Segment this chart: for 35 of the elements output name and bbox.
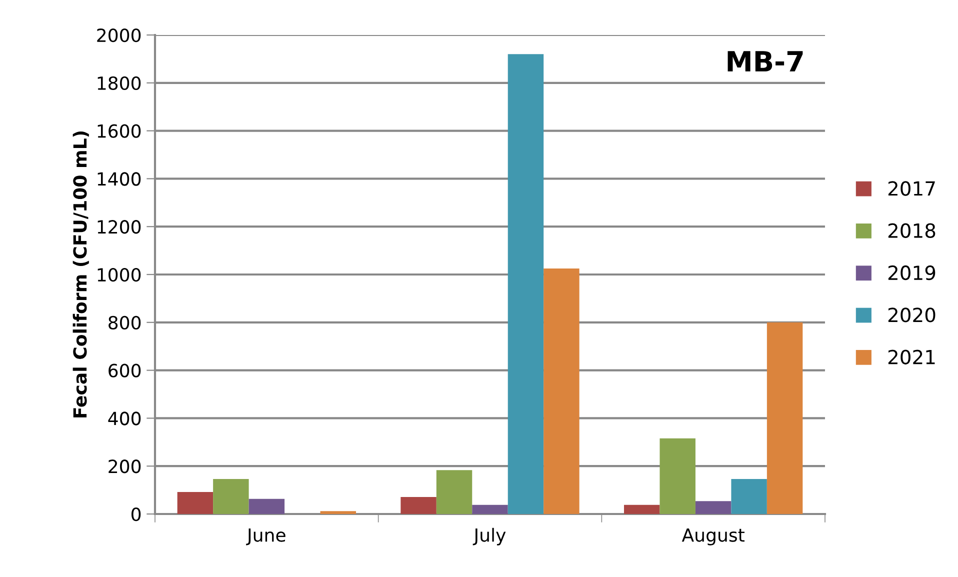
x-tick-label: June	[246, 528, 286, 546]
bar	[544, 268, 580, 514]
y-tick-label: 800	[108, 316, 141, 330]
y-tick-label: 1400	[98, 172, 141, 186]
bar	[177, 492, 214, 514]
bar	[660, 438, 696, 514]
y-tick-label: 1200	[98, 220, 141, 234]
x-tick-label: August	[682, 528, 744, 546]
bar	[213, 479, 249, 514]
chart-title: MB-7	[728, 51, 803, 72]
legend-label: 2021	[888, 350, 935, 364]
y-tick-label: 400	[108, 412, 141, 426]
bar	[624, 504, 660, 514]
bar	[731, 479, 767, 514]
y-tick-label: 1000	[98, 268, 141, 282]
legend-label: 2019	[888, 265, 936, 280]
legend-label: 2017	[888, 181, 935, 196]
bar	[248, 498, 285, 514]
y-tick-label: 1800	[98, 76, 141, 90]
legend-label: 2020	[888, 308, 936, 322]
y-tick-label: 1600	[98, 124, 141, 138]
y-tick-label: 200	[108, 460, 141, 474]
bar	[436, 470, 472, 514]
y-tick-label: 0	[132, 507, 141, 522]
y-tick-label: 2000	[97, 28, 141, 42]
bar	[472, 504, 508, 514]
y-axis-title: Fecal Coliform (CFU/100 mL)	[72, 131, 89, 418]
bar	[400, 496, 436, 514]
bar	[695, 501, 732, 514]
legend-label: 2018	[888, 223, 936, 238]
bar	[508, 54, 544, 514]
bar	[320, 511, 356, 514]
y-tick-label: 600	[108, 364, 141, 378]
x-tick-label: July	[472, 528, 506, 546]
bar	[766, 322, 803, 514]
